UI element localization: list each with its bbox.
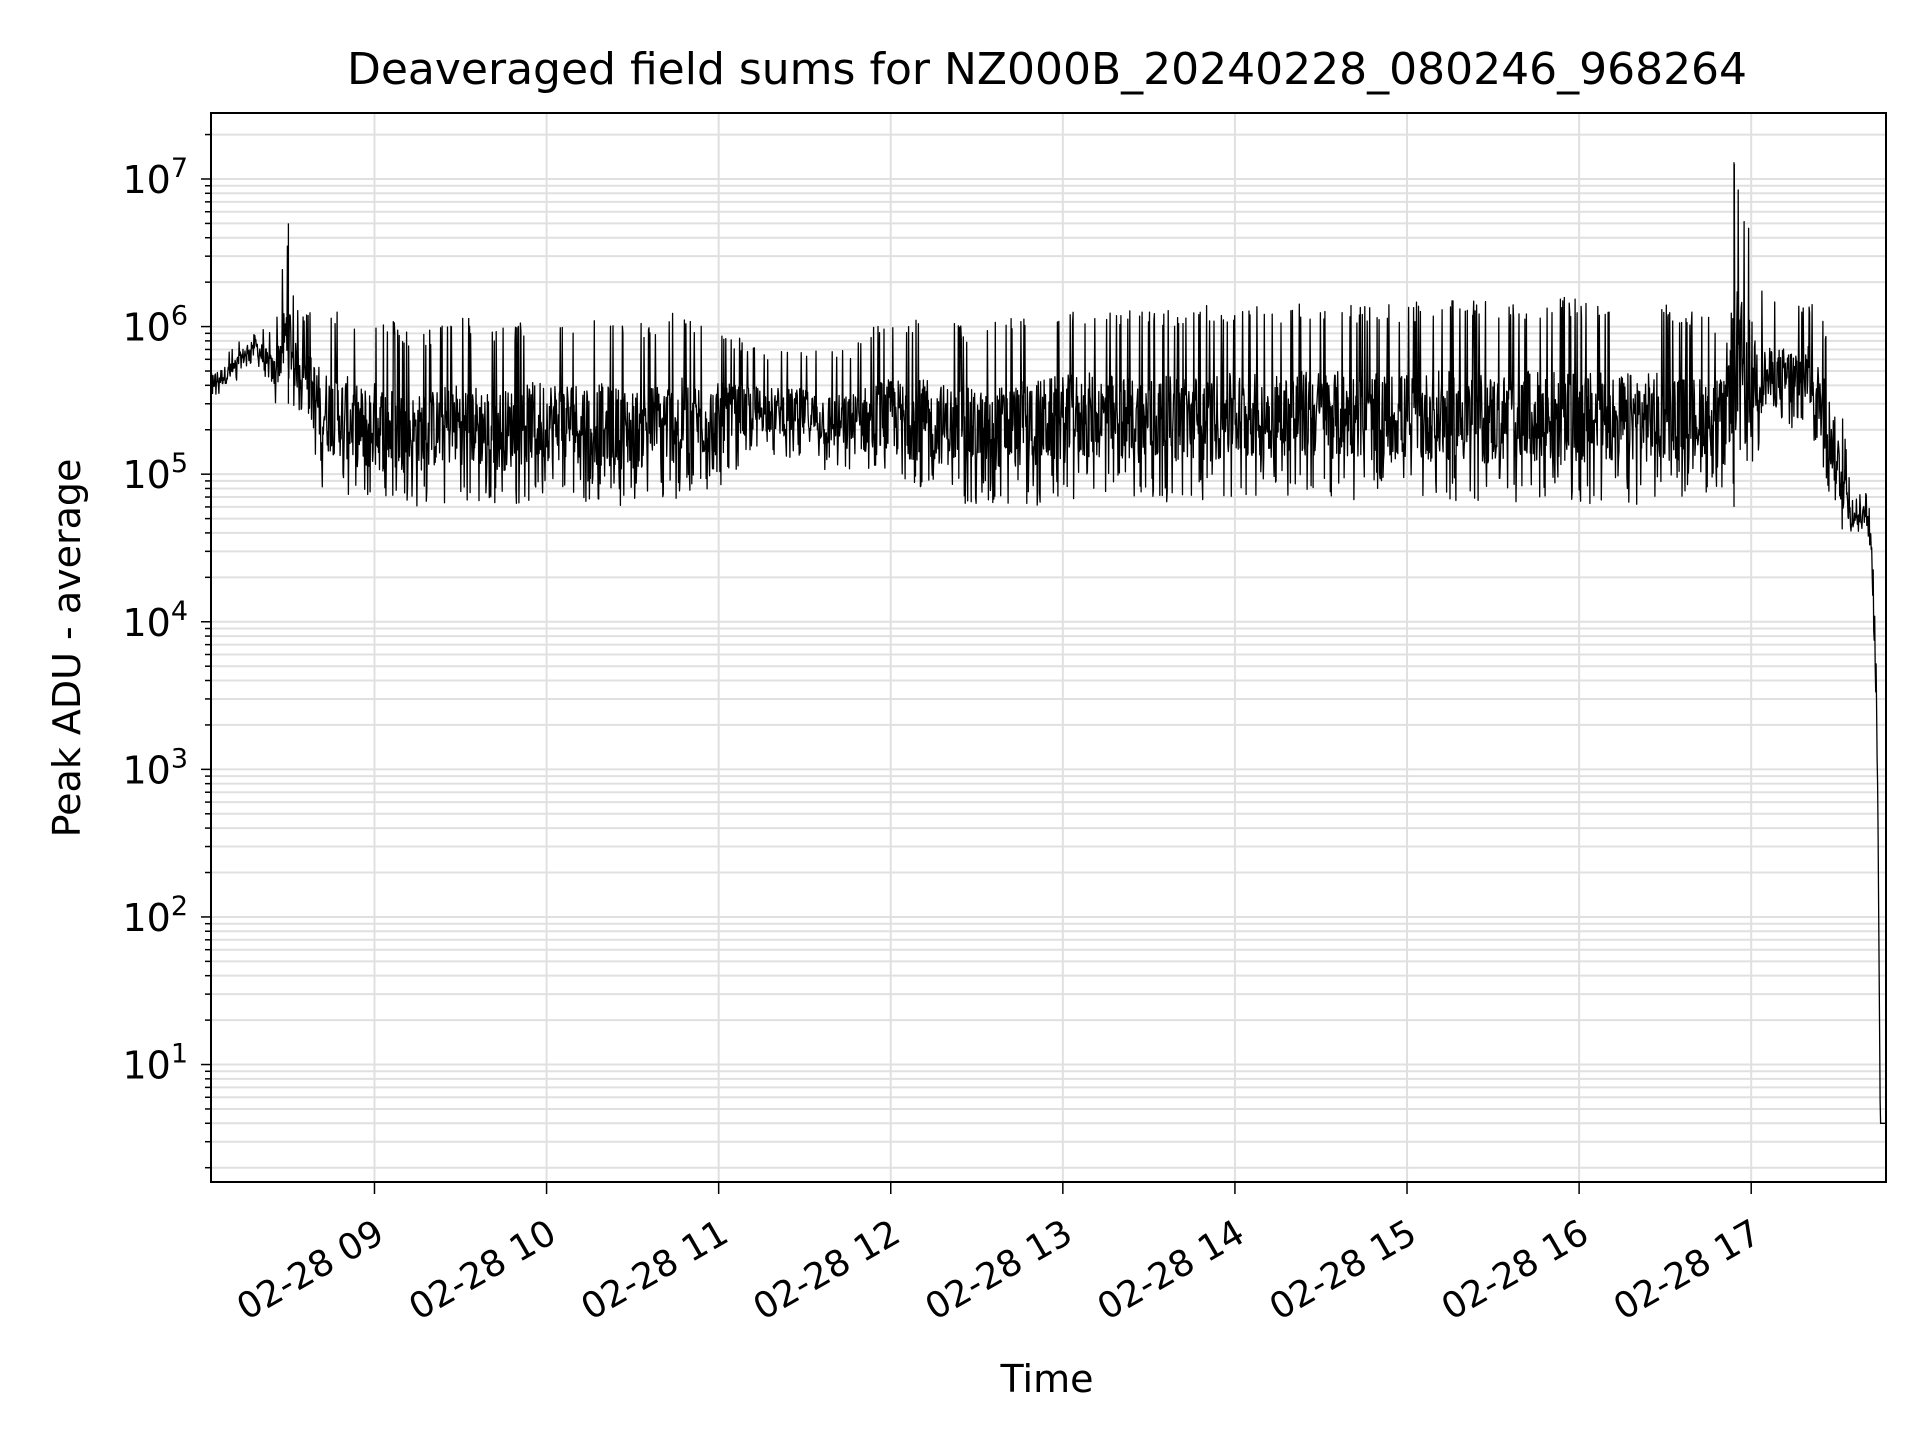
series-layer	[210, 162, 1887, 1124]
y-tick-label: 102	[122, 891, 188, 940]
y-tick-label: 105	[122, 448, 188, 497]
y-tick-base: 10	[122, 601, 170, 645]
y-tick-exponent: 6	[171, 301, 188, 332]
y-tick-label: 101	[122, 1039, 188, 1088]
y-tick-exponent: 3	[171, 743, 188, 774]
plot-frame	[210, 112, 1887, 1183]
y-tick-label: 104	[122, 596, 188, 645]
y-tick-base: 10	[122, 748, 170, 792]
y-tick-label: 106	[122, 301, 188, 350]
y-tick-base: 10	[122, 896, 170, 940]
y-tick-exponent: 2	[171, 891, 188, 922]
y-tick-label: 107	[122, 153, 188, 202]
y-tick-exponent: 4	[171, 596, 188, 627]
y-tick-base: 10	[122, 306, 170, 350]
series-line	[210, 162, 1887, 1124]
y-tick-exponent: 5	[171, 448, 188, 479]
grid-layer	[211, 113, 1886, 1182]
y-tick-base: 10	[122, 453, 170, 497]
y-tick-base: 10	[122, 158, 170, 202]
y-axis-label: Peak ADU - average	[45, 459, 89, 838]
y-tick-base: 10	[122, 1044, 170, 1088]
chart-title: Deaveraged field sums for NZ000B_2024022…	[347, 44, 1747, 95]
y-tick-exponent: 1	[171, 1039, 188, 1070]
y-tick-exponent: 7	[171, 153, 188, 184]
y-tick-label: 103	[122, 743, 188, 792]
x-axis-label: Time	[1000, 1357, 1094, 1401]
